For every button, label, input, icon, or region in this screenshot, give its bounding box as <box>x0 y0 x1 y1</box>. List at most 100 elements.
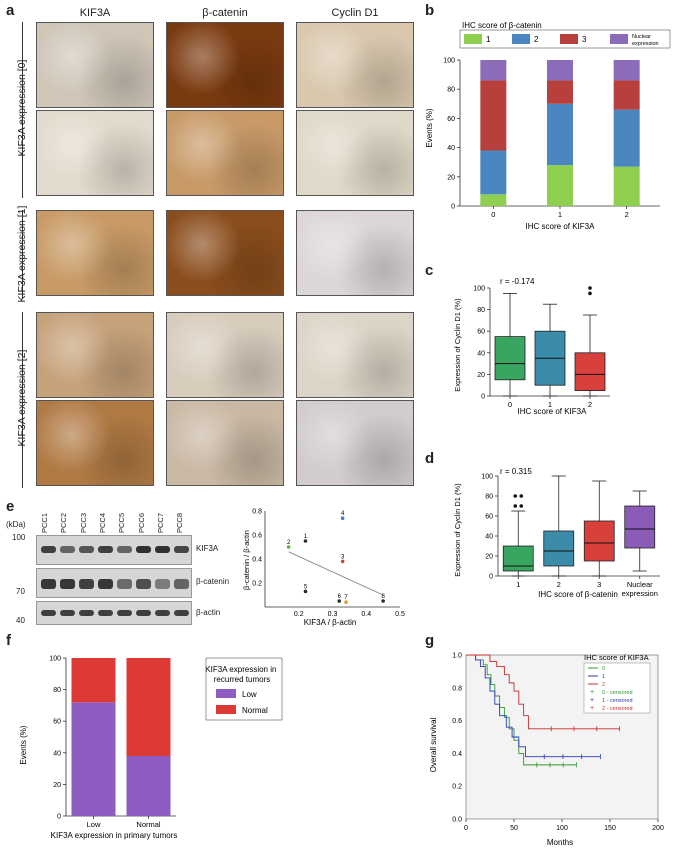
chart-f-bar-Normal-Normal <box>126 658 171 756</box>
band-pcc7 <box>155 579 170 589</box>
row-label-expr-2: KIF3A expression [2] <box>16 349 28 447</box>
chart-f-legend-box <box>205 657 283 721</box>
band-pcc1 <box>41 579 56 589</box>
marker-70: 70 <box>16 587 25 596</box>
chart-c: r = -0.174 0 20 40 60 80 100 0 1 2 IHC score of … <box>453 277 610 416</box>
chart-b-bar-1-Nuclear expression <box>547 60 573 81</box>
chart-e-point-3 <box>340 559 345 564</box>
chart-f-bar-Normal-Low <box>126 755 171 816</box>
chart-f-legend-title-line2: recurred tumors <box>214 675 270 684</box>
band-pcc4 <box>98 546 113 553</box>
chart-g-legend-label: 1 - censored <box>602 698 633 704</box>
ihc-image-r4-c2 <box>296 400 414 486</box>
row-bracket-1 <box>22 210 23 298</box>
lane-label-pcc7: PCC7 <box>155 512 165 533</box>
band-label-beta-actin: β-actin <box>196 608 221 617</box>
chart-e-point-4 <box>340 516 345 520</box>
panel-d-label: d <box>425 450 435 467</box>
chart-b-bar-2-2 <box>613 109 640 167</box>
chart-f-ytick-label: 0 <box>57 814 61 821</box>
band-pcc1 <box>41 546 56 553</box>
lane-label-pcc8: PCC8 <box>175 512 185 533</box>
chart-e-point-8 <box>381 599 385 603</box>
ihc-image-r0-c0 <box>36 22 154 108</box>
band-label-beta-catenin: β-catenin <box>196 577 230 586</box>
ihc-image-r3-c2 <box>296 312 414 398</box>
chart-f-xtick-label: Normal <box>136 820 161 829</box>
chart-b-ytick-label: 20 <box>447 174 455 181</box>
chart-f-bar-Low-Low <box>71 702 116 816</box>
band-pcc1 <box>41 610 56 616</box>
chart-b-legend-label: Nuclear <box>632 34 651 40</box>
lane-label-pcc2: PCC2 <box>59 512 69 533</box>
chart-g: 0.0 0.2 0.4 0.6 0.8 1.0 0 50 100 150 200 IHC score … <box>429 653 664 848</box>
chart-f-bar-Low-Normal <box>71 658 116 703</box>
chart-f-legend-swatch <box>216 705 236 714</box>
chart-d-xtick-label: 3 <box>597 580 601 589</box>
band-pcc4 <box>98 610 113 616</box>
band-pcc6 <box>136 546 151 553</box>
ihc-image-r3-c1 <box>166 312 284 398</box>
chart-b-bar-0-Nuclear expression <box>480 60 507 81</box>
chart-d-xlabel: IHC score of β-catenin <box>538 590 618 599</box>
chart-g-xtick-label: 200 <box>652 825 664 832</box>
band-pcc3 <box>79 579 94 589</box>
band-pcc2 <box>60 579 75 589</box>
lane-label-pcc1: PCC1 <box>40 512 49 533</box>
chart-g-legend-cross: + <box>590 705 594 712</box>
chart-c-xtick-label: 1 <box>548 400 552 409</box>
chart-c-box-0 <box>494 336 526 381</box>
chart-e-point-6 <box>337 599 342 603</box>
chart-c-ytick-label: 40 <box>477 350 485 357</box>
chart-d-ytick-label: 0 <box>489 574 493 581</box>
chart-g-legend-label: 1 <box>602 674 605 680</box>
band-pcc3 <box>79 610 94 616</box>
chart-e-xtick-label: 0.2 <box>294 611 304 618</box>
chart-g-xlabel: Months <box>547 838 573 847</box>
chart-b-legend-label: 1 <box>486 35 491 44</box>
chart-b-legend-label: 2 <box>534 35 539 44</box>
ihc-image-r1-c2 <box>296 110 414 196</box>
ihc-image-r1-c1 <box>166 110 284 196</box>
chart-g-xtick-label: 0 <box>464 825 468 832</box>
chart-e-xtick-label: 0.5 <box>395 611 405 618</box>
kda-label: (kDa) <box>6 520 26 529</box>
chart-g-legend-label: 2 <box>602 682 605 688</box>
panel-a-label: a <box>6 2 15 19</box>
chart-b-legend-swatch <box>464 34 482 44</box>
marker-40: 40 <box>16 616 25 625</box>
chart-f-ytick-label: 100 <box>49 656 61 663</box>
chart-e-xtick-label: 0.3 <box>328 611 338 618</box>
band-pcc6 <box>136 610 151 616</box>
chart-f-xlabel: KIF3A expression in primary tumors <box>51 831 178 840</box>
chart-g-ytick-label: 1.0 <box>452 653 462 660</box>
chart-g-xtick-label: 100 <box>556 825 568 832</box>
band-pcc2 <box>60 610 75 616</box>
chart-d-outlier <box>519 494 524 498</box>
chart-g-ytick-label: 0.6 <box>452 718 462 725</box>
chart-g-xtick-label: 150 <box>604 825 616 832</box>
band-pcc5 <box>117 546 132 553</box>
chart-g-ytick-label: 0.2 <box>452 784 462 791</box>
chart-e-scatter: 0.2 0.4 0.6 0.8 0.2 0.3 0.4 0.5 1 2 3 4 5 6 7 8 KIF3A /… <box>242 509 405 628</box>
chart-e-ytick-label: 0.2 <box>252 581 262 588</box>
chart-g-curve-1 <box>466 654 601 758</box>
band-label-kif3a: KIF3A <box>196 544 219 553</box>
chart-b-bar-2-Nuclear expression <box>613 60 640 81</box>
chart-b-ytick-label: 60 <box>447 116 455 123</box>
chart-e-ytick-label: 0.8 <box>252 509 262 516</box>
chart-d-ylabel: Expression of Cyclin D1 (%) <box>453 483 462 577</box>
lane-label-pcc3: PCC3 <box>78 512 88 533</box>
chart-g-ytick-label: 0.0 <box>452 817 462 824</box>
chart-b-ytick-label: 100 <box>443 58 455 65</box>
chart-c-annotation: r = -0.174 <box>500 277 535 286</box>
band-pcc6 <box>136 579 151 589</box>
chart-f: 0 20 40 60 80 100 Low Normal KIF3A expression i… <box>19 656 283 840</box>
chart-b-ytick-label: 80 <box>447 87 455 94</box>
chart-c-outlier <box>588 291 592 296</box>
lane-label-pcc4: PCC4 <box>97 512 107 533</box>
band-pcc5 <box>117 610 132 616</box>
chart-d-xtick-label: 2 <box>557 580 561 589</box>
ihc-image-r4-c1 <box>166 400 284 486</box>
ihc-image-r1-c0 <box>36 110 154 196</box>
